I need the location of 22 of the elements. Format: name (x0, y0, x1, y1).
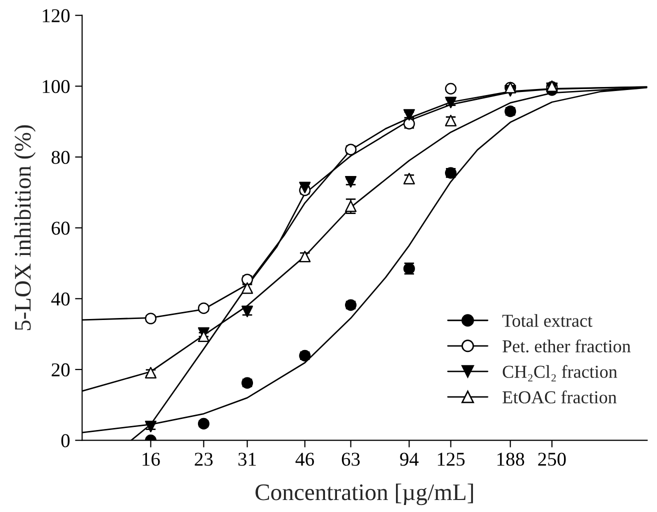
y-tick-label: 40 (51, 292, 70, 306)
x-tick-label: 125 (438, 452, 465, 466)
x-tick-label: 94 (400, 452, 419, 466)
x-tick-label: 23 (194, 452, 213, 466)
y-tick-label: 120 (42, 9, 70, 22)
legend-label: Total extract (502, 314, 592, 327)
y-tick-label: 20 (52, 363, 70, 376)
x-axis-title: Concentration [µg/mL] (256, 484, 473, 506)
y-tick-label: 100 (42, 80, 70, 94)
x-tick-label: 188 (497, 452, 524, 466)
x-tick-label: 63 (342, 452, 360, 466)
x-tick-label: 16 (142, 452, 160, 466)
y-tick-label: 60 (52, 222, 70, 235)
legend-label: Pet. ether fraction (502, 339, 631, 352)
legend-label: EtOAC fraction (502, 390, 617, 404)
x-tick-label: 46 (296, 452, 314, 466)
x-tick-label: 250 (538, 452, 566, 466)
y-axis-title: 5-LOX inhibition (%) (14, 125, 36, 330)
x-tick-label: 31 (238, 452, 256, 466)
y-tick-label: 80 (52, 150, 70, 164)
legend-label: CH₂Cl₂ fraction (502, 365, 618, 382)
y-tick-label: 0 (61, 434, 70, 448)
